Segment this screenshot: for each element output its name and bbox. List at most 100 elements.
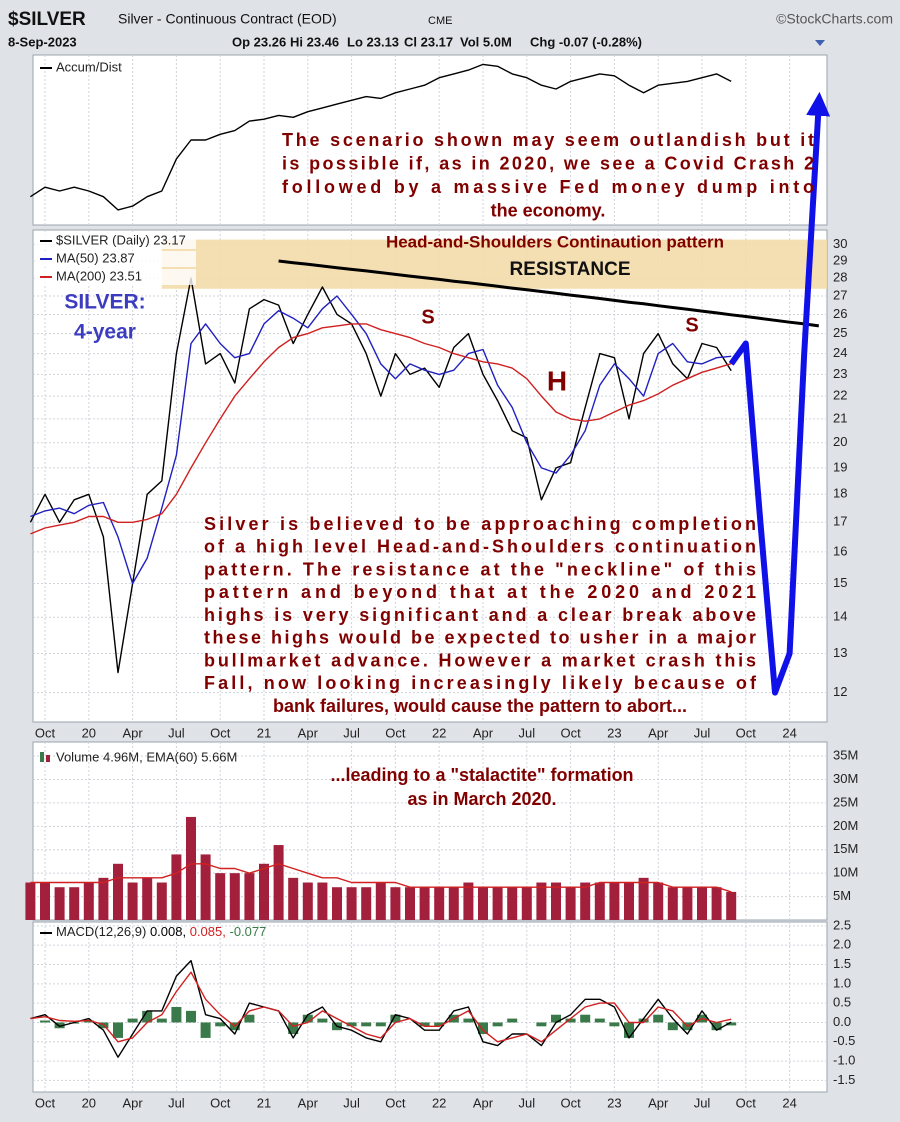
bar [288,1022,299,1035]
x-tick-label: Jul [694,1095,711,1110]
y-tick-label: 10M [833,865,858,880]
bar [317,882,328,920]
x-tick-label: 22 [432,1095,446,1110]
bar [726,1022,737,1026]
bar [142,877,153,920]
volume: Vol 5.0M [460,34,512,49]
symbol: $SILVER [8,9,86,30]
y-tick-label: 20 [833,434,847,449]
panel [32,229,828,723]
y-tick-label: 28 [833,270,847,285]
bar [419,1022,430,1027]
head-label: H [547,365,567,396]
x-tick-label: Jul [168,725,185,740]
bar [375,882,386,920]
series-line [30,63,732,211]
x-tick-label: Oct [385,1095,406,1110]
y-tick-label: 0.0 [833,1014,851,1029]
legend-label: 0.085, [190,924,226,939]
bar [536,1022,547,1027]
bar [419,887,430,920]
x-tick-label: 23 [607,1095,621,1110]
bar [667,1022,678,1031]
bar [375,1022,386,1027]
annotation: as in March 2020. [407,789,556,809]
x-tick-label: Oct [560,725,581,740]
dropdown-icon[interactable] [815,40,825,46]
x-tick-label: Jul [518,725,535,740]
x-tick-label: Apr [298,725,319,740]
y-tick-label: 14 [833,609,847,624]
bar [492,887,503,920]
bar [653,882,664,920]
shoulder-label: S [421,306,434,328]
pattern-label: Head-and-Shoulders Continaution pattern [386,232,724,251]
bar [215,873,226,920]
bar [448,887,459,920]
x-tick-label: 21 [257,725,271,740]
series-line [30,863,732,893]
x-tick-label: Oct [35,1095,56,1110]
legend-label: 0.008, [150,924,186,939]
bar [697,887,707,920]
bar [156,882,167,920]
series-line [30,959,732,1058]
legend-swatch [40,752,44,762]
source: ©StockCharts.com [776,11,893,27]
bar [302,1014,313,1023]
open: Op 23.26 [232,34,286,49]
legend-label: MACD(12,26,9) 0.008, 0.085, -0.077 [56,924,266,939]
annotation: ...leading to a "stalactite" formation [330,765,633,785]
y-tick-label: 25M [833,794,858,809]
y-tick-label: 21 [833,410,847,425]
y-tick-label: 27 [833,287,847,302]
annotation: of a high level Head-and-Shoulders conti… [204,537,756,557]
bar [653,1014,664,1023]
x-tick-label: 20 [82,725,96,740]
x-tick-label: Apr [298,1095,319,1110]
bar [609,882,620,920]
x-tick-label: Jul [694,725,711,740]
bar [302,882,313,920]
x-tick-label: Apr [122,725,143,740]
bar [229,873,240,920]
series-line [278,259,820,328]
bar [83,882,94,920]
bar [551,882,561,920]
bar [142,1010,153,1023]
x-tick-label: Jul [168,1095,185,1110]
x-tick-label: Oct [210,1095,231,1110]
bar [551,1014,561,1023]
bar [54,1022,65,1029]
y-tick-label: 22 [833,388,847,403]
x-tick-label: Oct [560,1095,581,1110]
bar [536,882,547,920]
y-tick-label: 19 [833,459,847,474]
bar [594,1018,605,1023]
legend-label: Accum/Dist [56,59,122,74]
x-tick-label: Apr [648,725,669,740]
bar [609,1022,620,1027]
bar [361,887,372,920]
change: Chg -0.07 (-0.28%) [530,34,642,49]
x-tick-label: 24 [782,1095,796,1110]
y-tick-label: 29 [833,252,847,267]
y-tick-label: -1.5 [833,1072,855,1087]
y-tick-label: 35M [833,747,858,762]
bar [200,854,211,920]
x-tick-label: Oct [736,725,757,740]
y-tick-label: 18 [833,486,847,501]
y-tick-label: 17 [833,514,847,529]
x-tick-label: Oct [35,725,56,740]
x-tick-label: 20 [82,1095,96,1110]
y-tick-label: 24 [833,345,847,360]
x-tick-label: Jul [343,725,360,740]
bar [346,1022,357,1027]
y-tick-label: 15M [833,841,858,856]
bar [186,816,196,920]
x-tick-label: 23 [607,725,621,740]
x-tick-label: Oct [736,1095,757,1110]
y-tick-label: 16 [833,543,847,558]
bar [244,873,255,920]
